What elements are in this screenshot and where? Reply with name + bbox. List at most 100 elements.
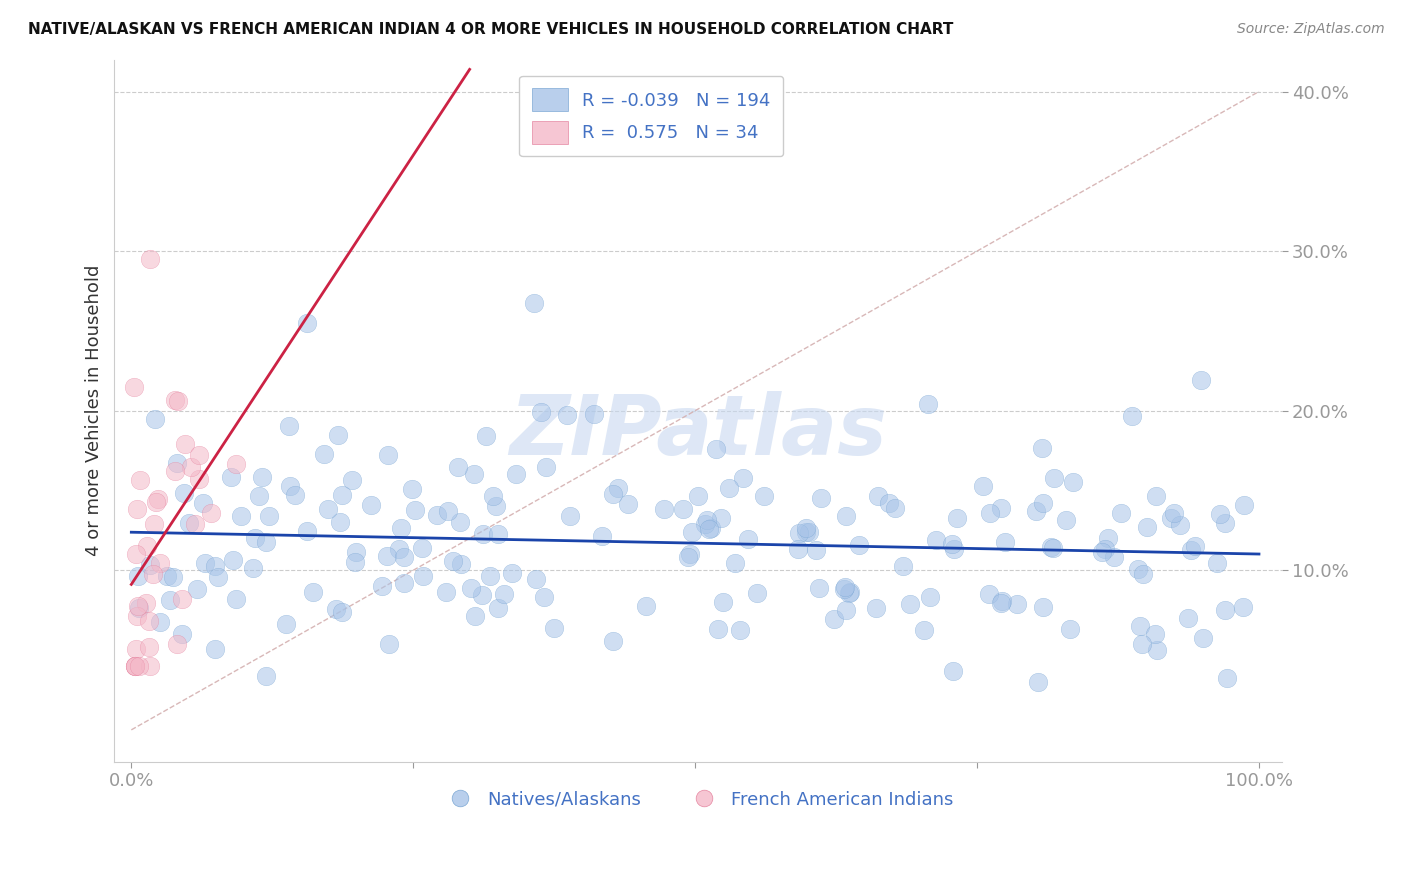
Point [1213,603,1236,617]
Point [256,535,278,549]
Point [124,547,146,561]
Point [250,470,273,484]
Point [329,516,352,530]
Point [482,489,505,503]
Point [941,537,963,551]
Point [697,522,720,536]
Point [149,556,172,570]
Point [810,491,832,506]
Point [1177,610,1199,624]
Point [124,380,146,394]
Point [219,470,242,484]
Point [172,626,194,640]
Point [799,524,821,539]
Point [543,621,565,635]
Point [297,316,319,330]
Point [450,557,472,571]
Point [1091,545,1114,559]
Point [125,608,148,623]
Point [485,499,508,513]
Point [346,545,368,559]
Point [1126,562,1149,576]
Point [371,579,394,593]
Point [284,488,307,502]
Point [838,585,860,599]
Point [652,502,675,516]
Point [173,437,195,451]
Point [1025,504,1047,518]
Point [180,460,202,475]
Point [124,659,146,673]
Point [943,541,966,556]
Point [990,596,1012,610]
Point [839,585,862,599]
Point [877,496,900,510]
Point [179,516,201,530]
Point [437,504,460,518]
Point [463,467,485,482]
Point [634,599,657,613]
Point [166,456,188,470]
Point [747,586,769,600]
Point [378,637,401,651]
Point [478,569,501,583]
Point [145,495,167,509]
Point [277,418,299,433]
Point [728,623,751,637]
Point [1097,531,1119,545]
Point [166,637,188,651]
Point [143,411,166,425]
Point [1109,506,1132,520]
Point [834,603,856,617]
Point [794,521,817,535]
Point [278,479,301,493]
Point [679,547,702,561]
Point [139,558,162,573]
Point [156,569,179,583]
Point [187,449,209,463]
Point [1042,541,1064,555]
Point [125,501,148,516]
Point [302,585,325,599]
Point [796,524,818,539]
Point [1205,557,1227,571]
Point [602,487,624,501]
Point [1189,373,1212,387]
Y-axis label: 4 or more Vehicles in Household: 4 or more Vehicles in Household [86,265,103,557]
Point [434,585,457,599]
Point [1184,539,1206,553]
Point [138,659,160,673]
Point [247,489,270,503]
Point [129,473,152,487]
Point [1032,496,1054,510]
Point [1192,631,1215,645]
Point [142,566,165,581]
Point [884,500,907,515]
Point [1168,518,1191,533]
Point [254,668,277,682]
Point [1031,441,1053,455]
Point [312,447,335,461]
Point [524,572,547,586]
Point [388,541,411,556]
Point [711,595,734,609]
Point [534,460,557,475]
Point [942,664,965,678]
Point [124,659,146,673]
Point [360,499,382,513]
Point [460,581,482,595]
Point [394,576,416,591]
Point [139,252,162,266]
Point [242,560,264,574]
Point [924,533,946,547]
Point [733,470,755,484]
Point [149,615,172,630]
Point [316,502,339,516]
Point [1130,637,1153,651]
Text: NATIVE/ALASKAN VS FRENCH AMERICAN INDIAN 4 OR MORE VEHICLES IN HOUSEHOLD CORRELA: NATIVE/ALASKAN VS FRENCH AMERICAN INDIAN… [28,22,953,37]
Point [807,581,830,595]
Point [557,409,579,423]
Point [1136,520,1159,534]
Point [325,602,347,616]
Point [486,601,509,615]
